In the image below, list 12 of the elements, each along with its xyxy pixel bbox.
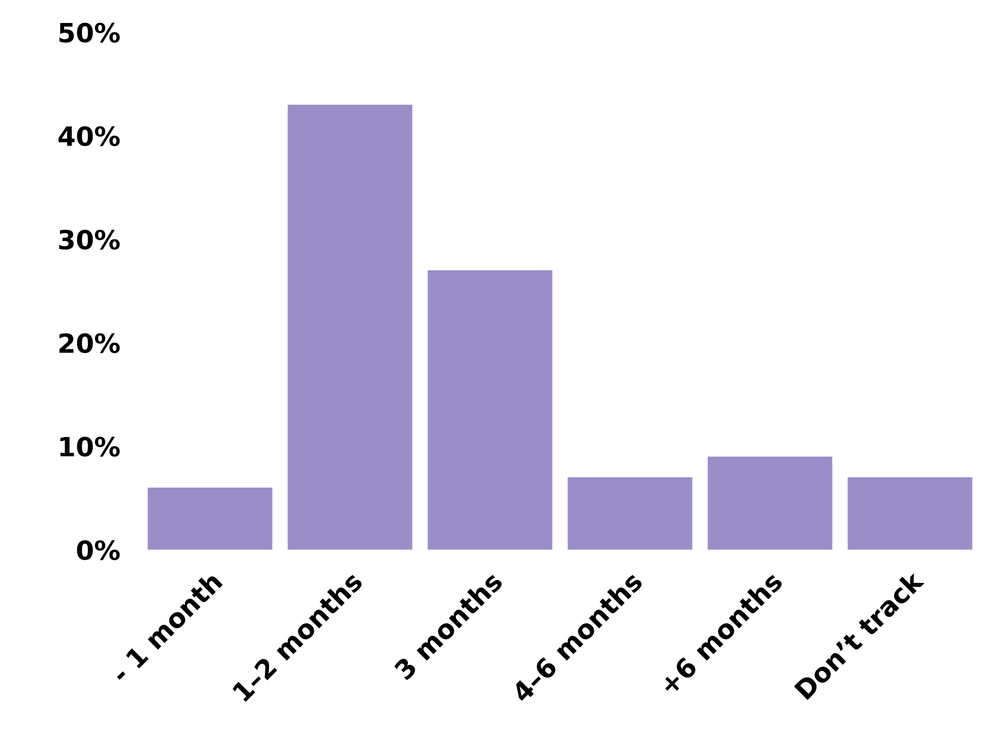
y-tick-label: 30% [59, 230, 120, 250]
bar [428, 270, 552, 550]
bar [848, 477, 972, 550]
y-tick-label: 0% [77, 540, 120, 560]
bar [148, 488, 272, 550]
bar [708, 456, 832, 550]
bar [288, 104, 412, 550]
y-tick-label: 10% [60, 436, 120, 457]
y-tick-label: 40% [58, 126, 120, 146]
bar [568, 477, 692, 550]
y-tick-label: 20% [59, 333, 120, 354]
y-tick-label: 50% [59, 22, 120, 43]
